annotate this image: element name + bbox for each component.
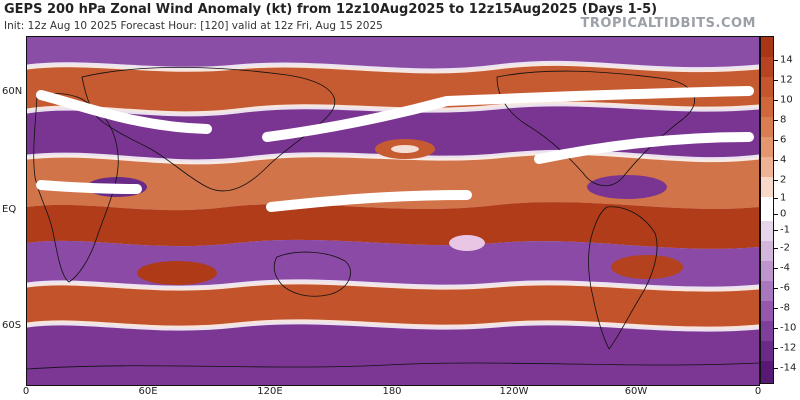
- colorbar-label: 2: [780, 174, 787, 186]
- lon-label-0-left: 0: [22, 386, 30, 397]
- colorbar-tick: [774, 180, 778, 181]
- colorbar-tick: [774, 140, 778, 141]
- colorbar-label: -8: [780, 302, 790, 314]
- map-title: GEPS 200 hPa Zonal Wind Anomaly (kt) fro…: [4, 2, 658, 17]
- colorbar-segment: [761, 301, 773, 321]
- colorbar-label: 14: [780, 54, 793, 66]
- colorbar-label: -4: [780, 262, 790, 274]
- lon-label-60w: 60W: [624, 386, 648, 397]
- colorbar-label: -10: [780, 322, 797, 334]
- colorbar-segment: [761, 37, 773, 57]
- lon-label-180: 180: [382, 386, 402, 397]
- colorbar-label: -6: [780, 282, 790, 294]
- lat-label-eq: EQ: [2, 204, 17, 215]
- colorbar-segment: [761, 221, 773, 241]
- colorbar-segment: [761, 57, 773, 77]
- lon-label-60e: 60E: [138, 386, 158, 397]
- map-subtitle: Init: 12z Aug 10 2025 Forecast Hour: [12…: [4, 20, 383, 32]
- colorbar-tick: [774, 348, 778, 349]
- colorbar-label: 8: [780, 114, 787, 126]
- colorbar-segment: [761, 197, 773, 221]
- colorbar-segment: [761, 77, 773, 97]
- colorbar-tick: [774, 80, 778, 81]
- colorbar-label: 12: [780, 74, 793, 86]
- colorbar-segment: [761, 281, 773, 301]
- colorbar-tick: [774, 60, 778, 61]
- colorbar-label: 10: [780, 94, 793, 106]
- colorbar-segment: [761, 97, 773, 117]
- colorbar-tick: [774, 198, 778, 199]
- lon-label-120w: 120W: [499, 386, 529, 397]
- colorbar-segment: [761, 261, 773, 281]
- colorbar-label: 0: [780, 208, 787, 220]
- lon-label-0-right: 0: [754, 386, 762, 397]
- colorbar-tick: [774, 268, 778, 269]
- colorbar-segment: [761, 321, 773, 341]
- colorbar-label: 6: [780, 134, 787, 146]
- colorbar-label: -12: [780, 342, 797, 354]
- colorbar-tick: [774, 214, 778, 215]
- colorbar-tick: [774, 230, 778, 231]
- anomaly-blobs: [87, 139, 683, 285]
- colorbar-tick: [774, 160, 778, 161]
- lat-label-60s: 60S: [2, 320, 22, 331]
- map-canvas: [27, 37, 759, 385]
- colorbar-segment: [761, 177, 773, 197]
- brand-watermark: TROPICALTIDBITS.COM: [580, 16, 756, 31]
- colorbar-label: -1: [780, 224, 790, 236]
- colorbar-segment: [761, 157, 773, 177]
- colorbar-tick: [774, 328, 778, 329]
- colorbar-label: -2: [780, 242, 790, 254]
- colorbar-tick: [774, 308, 778, 309]
- map-panel: [26, 36, 760, 386]
- colorbar-tick: [774, 248, 778, 249]
- colorbar-label: 1: [780, 192, 787, 204]
- colorbar-segment: [761, 341, 773, 361]
- colorbar-tick: [774, 368, 778, 369]
- colorbar: [760, 36, 774, 384]
- colorbar-segment: [761, 241, 773, 261]
- colorbar-segment: [761, 361, 773, 383]
- colorbar-tick: [774, 100, 778, 101]
- colorbar-label: 4: [780, 154, 787, 166]
- lat-label-60n: 60N: [2, 86, 23, 97]
- lon-label-120e: 120E: [257, 386, 283, 397]
- colorbar-segment: [761, 117, 773, 137]
- coastlines: [27, 66, 759, 370]
- colorbar-segment: [761, 137, 773, 157]
- colorbar-label: -14: [780, 362, 797, 374]
- annotation-strokes: [36, 86, 754, 212]
- colorbar-tick: [774, 120, 778, 121]
- colorbar-tick: [774, 288, 778, 289]
